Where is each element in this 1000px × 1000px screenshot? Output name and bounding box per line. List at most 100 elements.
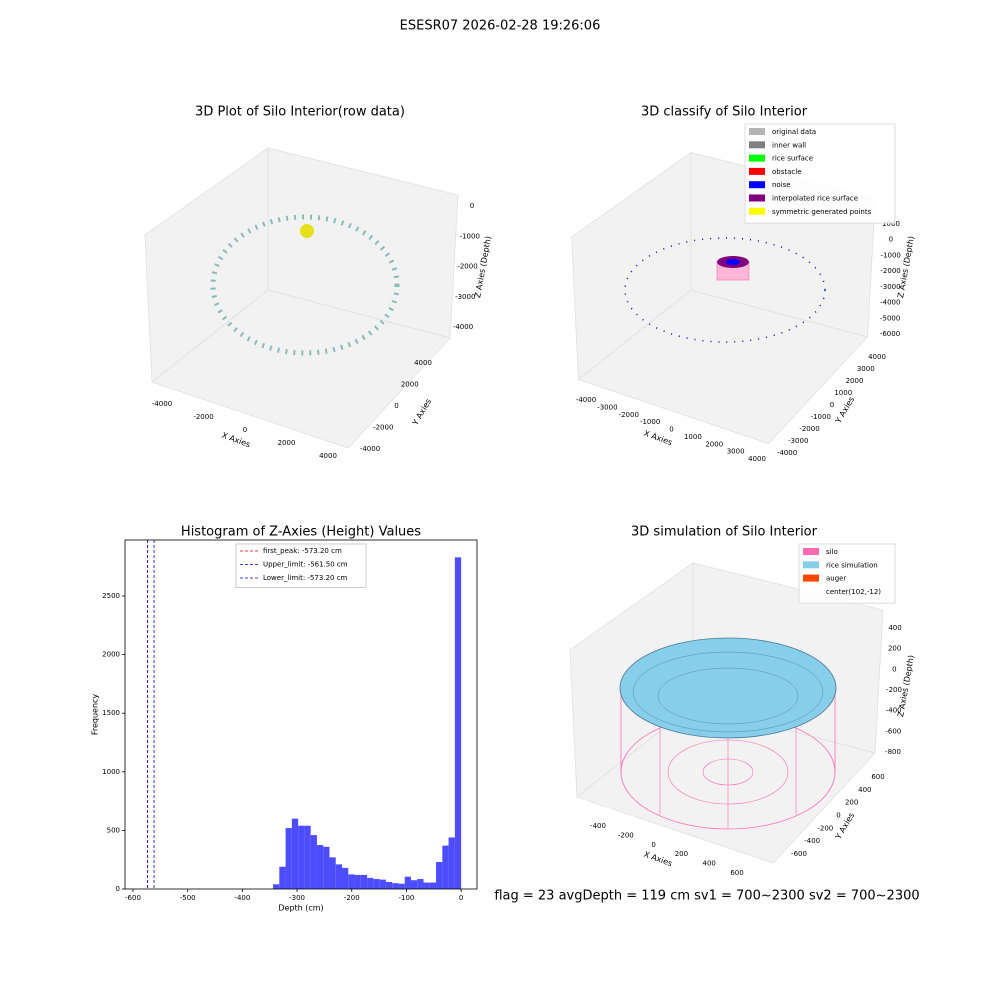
y-tick-label: -1000	[811, 413, 831, 421]
z-tick-label: 0	[889, 236, 893, 244]
x-tick-label: -100	[399, 894, 415, 902]
legend-label: symmetric generated points	[772, 208, 872, 216]
y-axis-label: Frequency	[91, 694, 100, 736]
legend-patch	[803, 574, 819, 582]
bar	[373, 879, 380, 889]
z-tick-label: 0	[892, 665, 896, 673]
y-tick-label: 2000	[102, 651, 120, 659]
z-tick-label: -1000	[460, 232, 480, 240]
z-tick-label: 200	[888, 645, 901, 653]
z-tick-label: -2000	[880, 267, 900, 275]
bar	[398, 883, 405, 889]
y-tick-label: -200	[817, 824, 833, 832]
y-tick-label: 0	[116, 885, 120, 893]
x-tick-label: 0	[669, 426, 673, 434]
y-tick-label: 500	[107, 826, 120, 834]
x-tick-label: 3000	[727, 448, 745, 456]
z-tick-label: -600	[885, 727, 901, 735]
x-tick-label: -200	[344, 894, 360, 902]
scatter-decoration	[210, 214, 400, 356]
y-tick-label: 1000	[102, 768, 120, 776]
legend-patch	[749, 181, 765, 189]
x-tick-label: -300	[289, 894, 305, 902]
x-tick-label: 0	[243, 426, 247, 434]
legend-patch	[803, 548, 819, 555]
bar	[323, 846, 330, 889]
plot-frame	[124, 539, 478, 890]
bar	[279, 866, 286, 889]
bar	[423, 882, 430, 889]
x-tick-label: -500	[180, 894, 196, 902]
y-tick-label: -4000	[777, 449, 797, 457]
legend-patch	[749, 194, 765, 202]
legend-label: Lower_limit: -573.20 cm	[263, 574, 348, 582]
y-tick-label: 2000	[401, 381, 419, 389]
y-tick-label: 600	[871, 773, 884, 781]
y-tick-label: -2000	[373, 424, 393, 432]
x-tick-label: 0	[459, 894, 463, 902]
z-tick-label: -6000	[880, 330, 900, 338]
legend-patch	[803, 561, 819, 569]
z-tick-label: 1000	[882, 220, 900, 228]
bar	[410, 880, 418, 889]
y-tick-label: 2500	[102, 592, 120, 600]
z-tick-label: -4000	[453, 323, 473, 331]
x-tick-label: -200	[618, 831, 634, 839]
y-tick-label: 3000	[857, 365, 875, 373]
axis-pane	[151, 289, 451, 449]
y-tick-label: -600	[791, 850, 807, 858]
z-tick-label: -1000	[881, 251, 901, 259]
bar	[310, 835, 317, 889]
bar	[379, 879, 386, 889]
y-tick-label: 4000	[414, 359, 432, 367]
legend-patch	[749, 167, 765, 175]
bar	[316, 845, 324, 889]
x-tick-label: -400	[234, 894, 250, 902]
legend-label: first_peak: -573.20 cm	[263, 547, 342, 555]
bar	[354, 874, 361, 889]
y-tick-label: 0	[830, 401, 834, 409]
bar	[448, 837, 455, 889]
y-tick-label: 1000	[834, 389, 852, 397]
y-tick-label: 1500	[102, 709, 120, 717]
legend-label: Upper_limit: -561.50 cm	[263, 561, 348, 569]
bar	[304, 825, 311, 889]
bar	[392, 883, 399, 889]
legend-label: original data	[772, 128, 816, 136]
legend-label: auger	[826, 575, 846, 583]
y-tick-label: 2000	[846, 377, 864, 385]
legend-patch	[749, 128, 765, 135]
y-tick-label: 4000	[868, 353, 886, 361]
bar	[329, 857, 336, 889]
x-tick-label: -1000	[640, 418, 660, 426]
x-tick-label: -2000	[619, 411, 639, 419]
bar	[285, 828, 292, 889]
legend-label: center(102,-12)	[826, 588, 881, 596]
z-tick-label: -5000	[880, 314, 900, 322]
x-tick-label: -2000	[193, 413, 213, 421]
x-tick-label: 2000	[705, 440, 723, 448]
legend-box	[744, 123, 896, 224]
x-tick-label: 4000	[748, 455, 766, 463]
chart-title: 3D classify of Silo Interior	[641, 105, 808, 120]
x-tick-label: -600	[125, 894, 141, 902]
x-axis-label: Depth (cm)	[278, 904, 323, 913]
bar	[454, 557, 462, 889]
z-tick-label: -4000	[880, 299, 900, 307]
z-tick-label: -3000	[455, 293, 475, 301]
x-tick-label: 400	[703, 860, 716, 868]
bar	[298, 825, 305, 889]
x-tick-label: -400	[590, 822, 606, 830]
y-tick-label: 0	[836, 812, 840, 820]
legend-label: noise	[772, 181, 791, 189]
chart-title: Histogram of Z-Axies (Height) Values	[181, 525, 421, 540]
z-tick-label: -2000	[457, 263, 477, 271]
legend-label: silo	[826, 548, 838, 556]
bar	[436, 862, 443, 889]
bar	[273, 884, 280, 889]
z-tick-label: -400	[886, 707, 902, 715]
x-tick-label: 1000	[684, 433, 702, 441]
classify-decoration	[624, 237, 826, 343]
legend-label: obstacle	[772, 168, 802, 176]
